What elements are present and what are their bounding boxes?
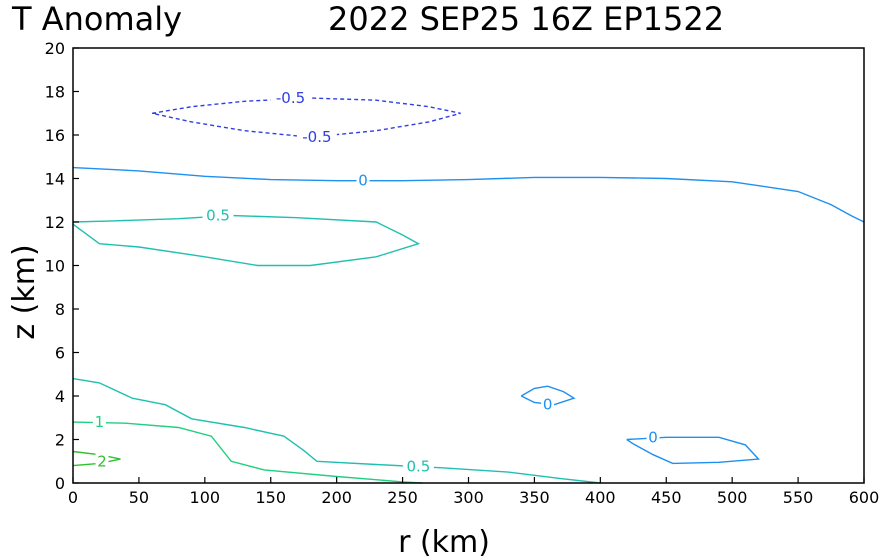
y-tick-label: 20 (45, 39, 65, 58)
y-axis: 0 2 4 6 8 10 12 14 16 18 20 (45, 39, 79, 493)
x-tick-label: 250 (387, 488, 418, 507)
y-tick-label: 0 (55, 474, 65, 493)
contour-label-bg (356, 172, 370, 189)
x-tick-label: 300 (453, 488, 484, 507)
y-axis-label: z (km) (7, 244, 42, 339)
x-tick-label: 150 (255, 488, 286, 507)
x-tick-label: 500 (717, 488, 748, 507)
contour-label-bg (541, 396, 555, 413)
contour-label-bg (646, 429, 660, 446)
y-tick-label: 16 (45, 126, 65, 145)
contour-label: -0.5 (276, 89, 305, 107)
contour-label-bg (296, 129, 337, 146)
contour-label: 0.5 (206, 206, 230, 224)
y-tick-label: 14 (45, 170, 65, 189)
x-tick-label: 0 (68, 488, 78, 507)
chart-title-left: T Anomaly (11, 0, 182, 38)
contour-line-0.5 (72, 214, 421, 267)
contour-label-bg (92, 414, 106, 431)
chart-title-right: 2022 SEP25 16Z EP1522 (328, 0, 724, 38)
contour-label-bg (270, 90, 311, 107)
y-tick-label: 8 (55, 300, 65, 319)
contour-line--0.5 (151, 97, 461, 138)
contour-layer: -0.5 -0.5 0 0 0 0.5 0.5 1 2 (72, 89, 865, 484)
contour-label: 0 (358, 172, 368, 190)
contour-line-0 (626, 436, 760, 465)
y-tick-label: 18 (45, 83, 65, 102)
contour-label-bg (402, 458, 434, 475)
contour-line-1 (72, 421, 423, 484)
x-tick-label: 400 (585, 488, 616, 507)
contour-label-bg (202, 207, 234, 224)
x-axis: 0 50 100 150 200 250 300 350 400 450 500 550 600 (68, 477, 879, 507)
x-tick-label: 350 (519, 488, 550, 507)
y-tick-label: 12 (45, 213, 65, 232)
x-tick-label: 200 (321, 488, 352, 507)
contour-label: 0 (648, 428, 658, 446)
contour-line-2 (72, 450, 121, 467)
contour-line-0 (520, 385, 576, 406)
contour-label: 0.5 (406, 458, 430, 476)
y-tick-label: 4 (55, 387, 65, 406)
x-tick-label: 550 (783, 488, 814, 507)
x-tick-label: 450 (651, 488, 682, 507)
contour-label-bg (95, 453, 109, 470)
contour-label: 1 (95, 413, 105, 431)
y-tick-label: 2 (55, 431, 65, 450)
x-tick-label: 50 (129, 488, 149, 507)
contour-line-0 (72, 166, 865, 223)
x-tick-label: 600 (849, 488, 879, 507)
plot-frame (72, 47, 865, 484)
contour-line-0.5 (72, 377, 601, 484)
contour-label: 0 (543, 396, 553, 414)
x-axis-label: r (km) (398, 525, 490, 559)
contour-label: -0.5 (302, 128, 331, 146)
x-tick-label: 100 (190, 488, 221, 507)
y-tick-label: 10 (45, 257, 65, 276)
y-tick-label: 6 (55, 344, 65, 363)
contour-label: 2 (97, 452, 107, 470)
